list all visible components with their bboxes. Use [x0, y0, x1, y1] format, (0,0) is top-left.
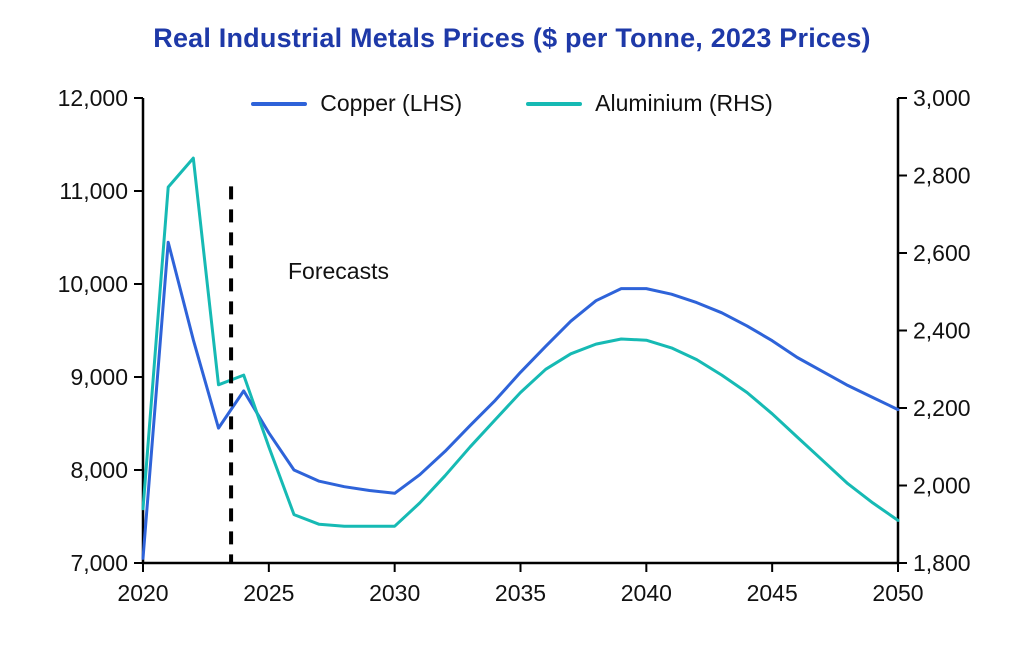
- chart-title: Real Industrial Metals Prices ($ per Ton…: [153, 23, 871, 53]
- left-axis-tick-label: 8,000: [70, 457, 128, 483]
- aluminium-series-line: [141, 156, 900, 528]
- copper-series-line: [141, 240, 900, 560]
- x-axis-tick-label: 2045: [747, 580, 798, 606]
- line-chart: 7,000 8,000 9,000 10,000 11,000 12,000 1,800 2,…: [58, 85, 971, 606]
- right-axis-tick-label: 2,600: [913, 240, 971, 266]
- left-axis-tick-label: 11,000: [59, 178, 128, 204]
- right-axis-tick-label: 2,000: [913, 473, 971, 499]
- right-axis-tick-label: 2,400: [913, 318, 971, 344]
- left-axis-tick-label: 10,000: [58, 271, 128, 297]
- x-axis-tick-label: 2020: [117, 580, 168, 606]
- right-axis-tick-label: 1,800: [913, 550, 971, 576]
- left-axis-tick-label: 12,000: [58, 85, 128, 111]
- x-axis-tick-label: 2050: [872, 580, 923, 606]
- chart-area: 7,000 8,000 9,000 10,000 11,000 12,000 1,800 2,…: [0, 64, 1024, 653]
- right-axis-tick-label: 2,800: [913, 163, 971, 189]
- x-axis-tick-label: 2025: [243, 580, 294, 606]
- right-axis-tick-label: 3,000: [913, 85, 971, 111]
- x-axis-tick-label: 2035: [495, 580, 546, 606]
- x-axis-tick-label: 2030: [369, 580, 420, 606]
- right-axis-tick-label: 2,200: [913, 395, 971, 421]
- left-axis-tick-label: 9,000: [70, 364, 128, 390]
- x-axis-tick-label: 2040: [621, 580, 672, 606]
- left-axis-tick-label: 7,000: [70, 550, 128, 576]
